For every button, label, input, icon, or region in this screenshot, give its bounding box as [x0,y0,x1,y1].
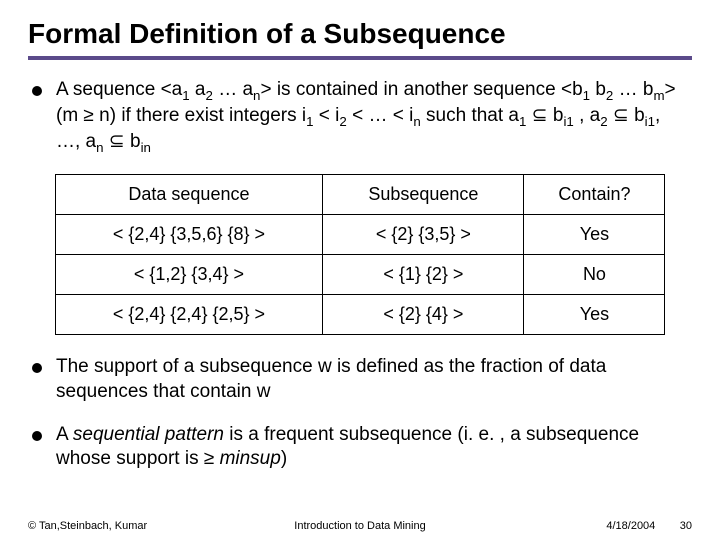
table-header-row: Data sequence Subsequence Contain? [55,175,665,215]
cell: < {2} {4} > [323,295,524,335]
cell: Yes [524,295,665,335]
cell: Yes [524,215,665,255]
col-contain: Contain? [524,175,665,215]
cell: < {1} {2} > [323,255,524,295]
slide-footer: © Tan,Steinbach, Kumar Introduction to D… [28,520,692,532]
slide-title: Formal Definition of a Subsequence [28,18,692,50]
footer-title: Introduction to Data Mining [294,520,425,532]
bullet-icon [32,86,42,96]
bullet-icon [32,431,42,441]
cell: No [524,255,665,295]
bullet-icon [32,363,42,373]
col-subsequence: Subsequence [323,175,524,215]
bullet-3: A sequential pattern is a frequent subse… [28,423,692,472]
footer-page: 30 [680,520,692,532]
table-row: < {2,4} {2,4} {2,5} > < {2} {4} > Yes [55,295,665,335]
subsequence-table: Data sequence Subsequence Contain? < {2,… [55,174,666,335]
bullet-2: The support of a subsequence w is define… [28,355,692,404]
table-row: < {1,2} {3,4} > < {1} {2} > No [55,255,665,295]
footer-copyright: © Tan,Steinbach, Kumar [28,520,147,532]
table-row: < {2,4} {3,5,6} {8} > < {2} {3,5} > Yes [55,215,665,255]
bullet-1-text: A sequence <a1 a2 … an> is contained in … [56,78,688,156]
cell: < {2,4} {3,5,6} {8} > [55,215,323,255]
cell: < {2} {3,5} > [323,215,524,255]
bullet-1: A sequence <a1 a2 … an> is contained in … [28,78,692,156]
cell: < {2,4} {2,4} {2,5} > [55,295,323,335]
bullet-2-text: The support of a subsequence w is define… [56,355,688,404]
footer-date: 4/18/2004 [606,520,655,532]
cell: < {1,2} {3,4} > [55,255,323,295]
title-underline [28,56,692,60]
col-data-sequence: Data sequence [55,175,323,215]
footer-right: 4/18/2004 30 [606,520,692,532]
bullet-3-text: A sequential pattern is a frequent subse… [56,423,688,472]
